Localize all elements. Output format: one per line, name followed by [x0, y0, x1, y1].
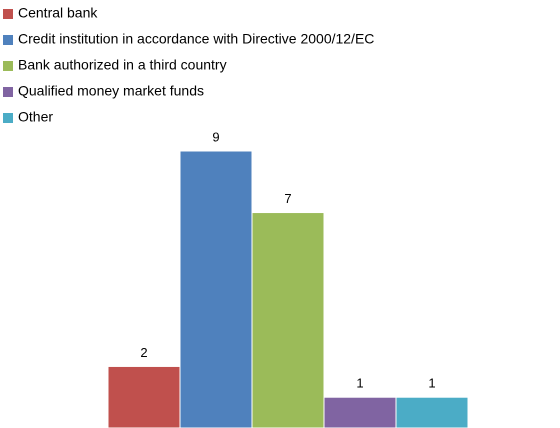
- bar: [107, 365, 181, 428]
- legend-label: Other: [18, 109, 53, 125]
- legend-swatch: [3, 87, 13, 97]
- legend-label: Bank authorized in a third country: [18, 57, 227, 73]
- legend-swatch: [3, 35, 13, 45]
- legend-swatch: [3, 61, 13, 71]
- value-label: 1: [356, 376, 363, 391]
- value-label: 7: [284, 191, 291, 206]
- bar: [251, 212, 325, 428]
- legend-swatch: [3, 113, 13, 123]
- value-label: 1: [428, 376, 435, 391]
- legend-label: Central bank: [18, 5, 98, 21]
- value-label: 9: [212, 129, 219, 144]
- value-label: 2: [140, 345, 147, 360]
- bar: [179, 150, 253, 428]
- bar: [323, 396, 397, 428]
- legend-label: Credit institution in accordance with Di…: [18, 31, 374, 47]
- bar: [395, 396, 469, 428]
- legend-swatch: [3, 9, 13, 19]
- legend-label: Qualified money market funds: [18, 83, 204, 99]
